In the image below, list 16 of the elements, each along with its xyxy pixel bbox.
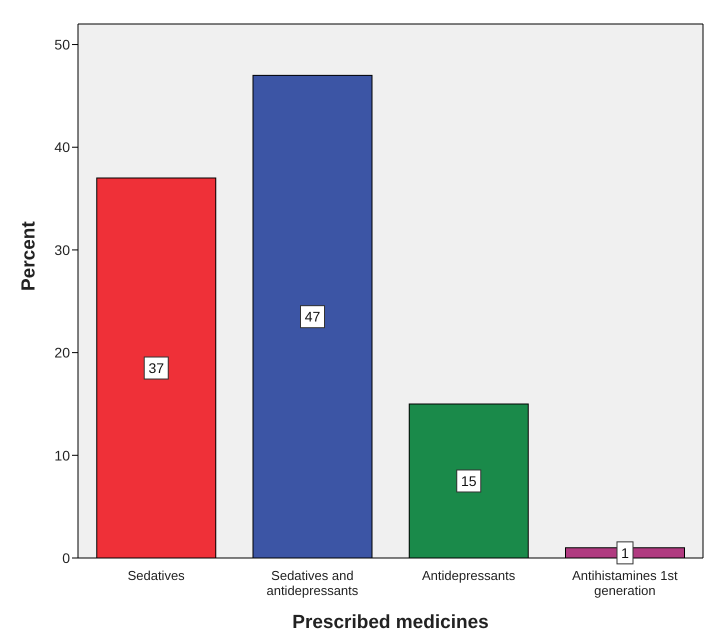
- x-axis-title: Prescribed medicines: [292, 612, 489, 633]
- data-label: 1: [621, 544, 630, 561]
- x-tick-label: Sedatives and antidepressants: [266, 568, 359, 598]
- y-tick-label: 50: [54, 36, 70, 53]
- x-tick-label: Antidepressants: [422, 568, 516, 583]
- y-tick-label: 40: [54, 139, 70, 156]
- data-label: 47: [304, 308, 320, 325]
- y-tick-label: 10: [54, 447, 70, 464]
- y-tick-label: 20: [54, 344, 70, 361]
- y-axis-title: Percent: [18, 220, 40, 291]
- y-tick-label: 0: [62, 550, 70, 566]
- y-tick-label: 30: [54, 242, 70, 258]
- x-tick-label: Sedatives: [128, 568, 186, 583]
- data-label: 37: [148, 360, 164, 376]
- data-label: 15: [460, 472, 477, 489]
- x-tick-label: Antihistamines 1st generation: [572, 568, 678, 598]
